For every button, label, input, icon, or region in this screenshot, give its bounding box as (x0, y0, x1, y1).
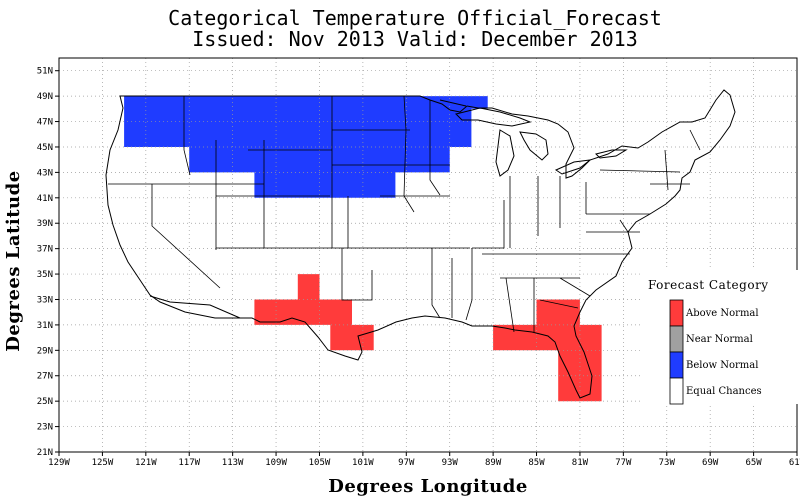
y-tick-label: 47N (37, 118, 53, 128)
plot-frame (58, 57, 798, 453)
y-tick-label: 23N (37, 423, 53, 433)
great-lakes (455, 107, 628, 177)
y-tick-label: 45N (37, 143, 53, 153)
y-tick-label: 41N (37, 194, 53, 204)
x-tick-label: 101W (352, 458, 374, 468)
x-tick-label: 69W (702, 458, 719, 468)
legend: Forecast Category Above Normal Near Norm… (642, 270, 798, 405)
x-tick-label: 125W (92, 458, 114, 468)
x-tick-label: 129W (48, 458, 70, 468)
y-tick-label: 35N (37, 270, 53, 280)
x-tick-label: 121W (135, 458, 157, 468)
y-tick-label: 49N (37, 92, 53, 102)
mexico-border (149, 295, 241, 319)
chart-subtitle: Issued: Nov 2013 Valid: December 2013 (192, 27, 638, 51)
legend-label-equal-chances: Equal Chances (686, 386, 762, 397)
canada-border (120, 95, 467, 107)
x-tick-label: 77W (615, 458, 632, 468)
x-tick-label: 61W (789, 458, 800, 468)
y-tick-label: 37N (37, 245, 53, 255)
legend-title: Forecast Category (648, 278, 769, 292)
legend-swatch-near-normal (669, 325, 684, 353)
y-tick-label: 43N (37, 168, 53, 178)
map-boundaries (105, 89, 736, 399)
legend-label-above-normal: Above Normal (685, 308, 759, 319)
legend-swatch-equal-chances (669, 377, 684, 405)
x-axis-label: Degrees Longitude (328, 476, 528, 497)
axis-ticks: 129W 125W 121W 117W 113W 109W 105W 101W 97W 93W 89… (37, 67, 800, 468)
x-tick-label: 81W (572, 458, 589, 468)
y-tick-label: 31N (37, 321, 53, 331)
y-tick-label: 33N (37, 295, 53, 305)
y-tick-label: 25N (37, 397, 53, 407)
x-tick-label: 105W (309, 458, 331, 468)
chart-title: Categorical Temperature Official_Forecas… (168, 6, 662, 30)
y-tick-label: 27N (37, 372, 53, 382)
x-tick-label: 89W (485, 458, 502, 468)
x-tick-label: 109W (265, 458, 287, 468)
y-tick-label: 21N (37, 448, 53, 458)
state-boundaries (108, 95, 701, 333)
region-above-normal-1 (254, 274, 374, 351)
us-outline-boundary (105, 89, 736, 399)
legend-swatch-below-normal (669, 351, 684, 379)
x-tick-label: 97W (398, 458, 415, 468)
x-tick-label: 117W (178, 458, 200, 468)
legend-label-below-normal: Below Normal (686, 360, 758, 371)
y-tick-label: 39N (37, 219, 53, 229)
x-tick-label: 93W (442, 458, 459, 468)
x-tick-label: 85W (528, 458, 545, 468)
y-tick-label: 29N (37, 346, 53, 356)
y-axis-label: Degrees Latitude (3, 170, 24, 352)
legend-label-near-normal: Near Normal (686, 334, 753, 345)
y-tick-label: 51N (37, 67, 53, 77)
x-tick-label: 113W (222, 458, 244, 468)
x-tick-label: 65W (745, 458, 762, 468)
x-tick-label: 73W (659, 458, 676, 468)
legend-swatch-above-normal (669, 299, 684, 327)
legend-background (642, 270, 798, 404)
